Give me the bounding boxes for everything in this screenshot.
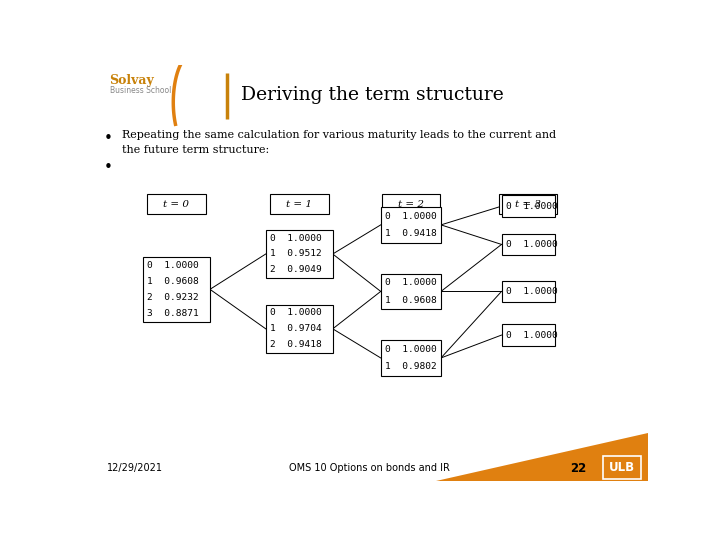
Text: 0  1.0000: 0 1.0000 [270,308,322,318]
Text: •: • [104,131,113,146]
Text: t = 3: t = 3 [515,200,541,208]
FancyBboxPatch shape [502,234,554,255]
Text: 1  0.9704: 1 0.9704 [270,325,322,333]
Text: t = 1: t = 1 [287,200,312,208]
Text: Repeating the same calculation for various maturity leads to the current and: Repeating the same calculation for vario… [122,131,557,140]
Text: 0  1.0000: 0 1.0000 [506,287,558,296]
Text: 1  0.9608: 1 0.9608 [385,296,437,305]
Text: 1  0.9802: 1 0.9802 [385,362,437,372]
FancyBboxPatch shape [382,194,440,214]
FancyBboxPatch shape [381,274,441,309]
FancyBboxPatch shape [266,305,333,353]
Text: •: • [104,160,113,176]
Text: OMS 10 Options on bonds and IR: OMS 10 Options on bonds and IR [289,463,449,473]
FancyBboxPatch shape [143,257,210,321]
Text: 1  0.9512: 1 0.9512 [270,249,322,259]
FancyBboxPatch shape [499,194,557,214]
Text: 22: 22 [570,462,586,475]
Text: 2  0.9418: 2 0.9418 [270,340,322,349]
FancyBboxPatch shape [502,281,554,302]
FancyBboxPatch shape [266,230,333,278]
Text: Business School: Business School [109,85,171,94]
Text: Deriving the term structure: Deriving the term structure [240,86,503,104]
Text: 1  0.9418: 1 0.9418 [385,229,437,238]
Text: ULB: ULB [609,461,635,474]
Text: t = 0: t = 0 [163,200,189,208]
FancyBboxPatch shape [381,207,441,242]
Text: 0  1.0000: 0 1.0000 [385,278,437,287]
Text: 0  1.0000: 0 1.0000 [270,233,322,242]
Text: 0  1.0000: 0 1.0000 [506,240,558,249]
Text: 1  0.9608: 1 0.9608 [148,277,199,286]
Text: t = 2: t = 2 [398,200,424,208]
Text: 0  1.0000: 0 1.0000 [385,345,437,354]
Text: 2  0.9049: 2 0.9049 [270,266,322,274]
Text: 2  0.9232: 2 0.9232 [148,293,199,302]
Text: 12/29/2021: 12/29/2021 [107,463,163,473]
Text: 0  1.0000: 0 1.0000 [506,201,558,211]
Text: 0  1.0000: 0 1.0000 [506,330,558,340]
Text: 3  0.8871: 3 0.8871 [148,309,199,318]
FancyBboxPatch shape [502,195,554,217]
Text: the future term structure:: the future term structure: [122,145,269,154]
Text: 0  1.0000: 0 1.0000 [148,261,199,269]
Polygon shape [436,433,648,481]
Text: 0  1.0000: 0 1.0000 [385,212,437,220]
FancyBboxPatch shape [381,340,441,376]
FancyBboxPatch shape [147,194,206,214]
FancyBboxPatch shape [502,324,554,346]
Text: Solvay: Solvay [109,74,154,87]
FancyBboxPatch shape [270,194,328,214]
